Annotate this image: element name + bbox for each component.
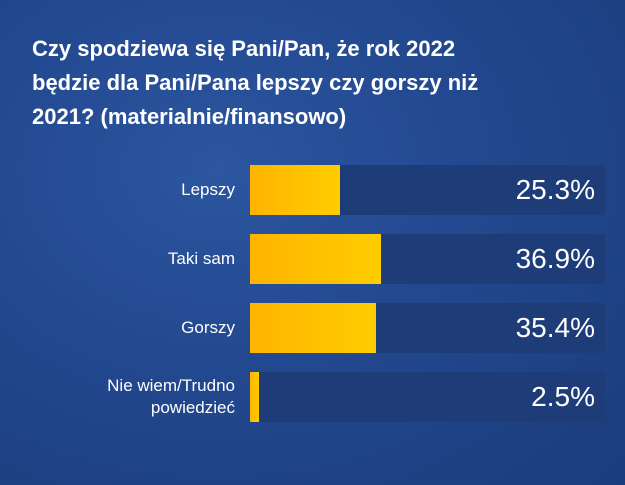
chart-title-line: 2021? (materialnie/finansowo) bbox=[32, 104, 347, 129]
bar-track: 25.3% bbox=[250, 165, 605, 215]
category-label: Gorszy bbox=[35, 317, 235, 339]
value-label: 25.3% bbox=[515, 174, 595, 205]
category-label-line: Lepszy bbox=[181, 180, 235, 199]
value-label: 2.5% bbox=[531, 381, 595, 412]
category-label: Taki sam bbox=[35, 248, 235, 270]
bar bbox=[250, 234, 381, 284]
category-label: Lepszy bbox=[35, 179, 235, 201]
bar-track: 36.9% bbox=[250, 234, 605, 284]
bar bbox=[250, 165, 340, 215]
category-label-line: powiedzieć bbox=[150, 398, 235, 417]
value-label: 35.4% bbox=[515, 312, 595, 343]
bar bbox=[250, 303, 376, 353]
category-label-line: Taki sam bbox=[167, 249, 235, 268]
bar-track: 35.4% bbox=[250, 303, 605, 353]
category-label-line: Gorszy bbox=[181, 318, 235, 337]
bar bbox=[250, 372, 259, 422]
chart-title-line: Czy spodziewa się Pani/Pan, że rok 2022 bbox=[32, 36, 456, 61]
chart-title: Czy spodziewa się Pani/Pan, że rok 2022 … bbox=[32, 32, 592, 134]
category-label: Nie wiem/Trudno powiedzieć bbox=[35, 375, 235, 419]
category-label-line: Nie wiem/Trudno bbox=[107, 376, 235, 395]
value-label: 36.9% bbox=[515, 243, 595, 274]
chart-title-line: będzie dla Pani/Pana lepszy czy gorszy n… bbox=[32, 70, 479, 95]
bar-track: 2.5% bbox=[250, 372, 605, 422]
